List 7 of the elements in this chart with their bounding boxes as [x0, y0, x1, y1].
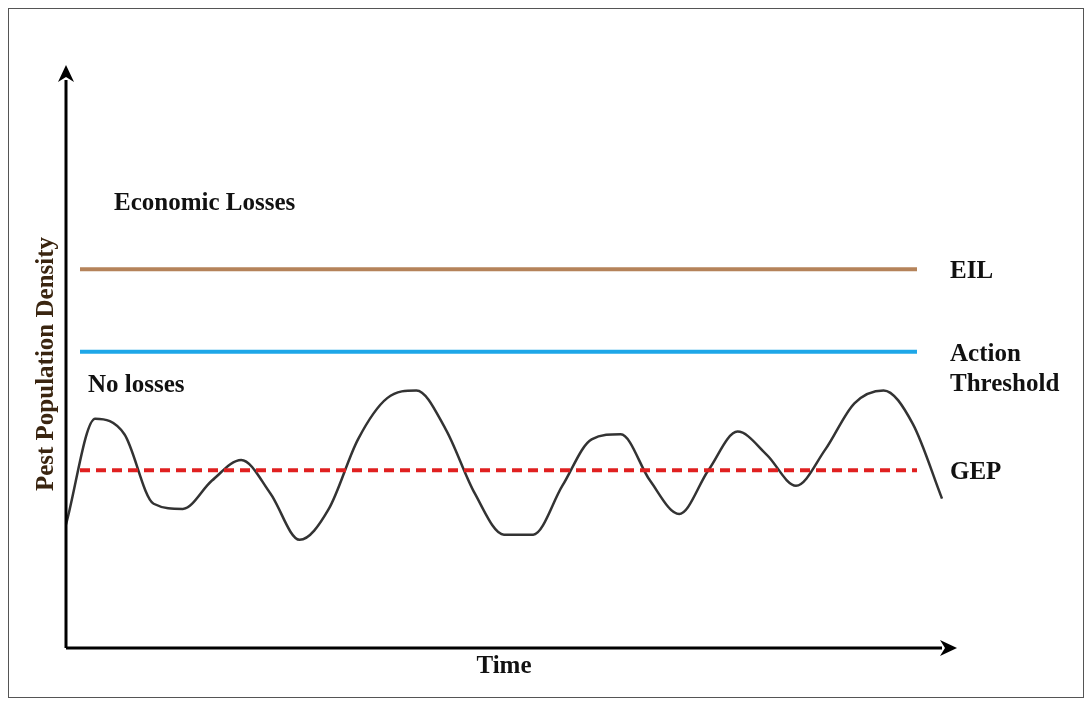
text: Economic Losses	[114, 187, 296, 215]
ref-line-label: Action Threshold	[950, 339, 1060, 397]
ref-line-label: GEP	[950, 456, 1002, 484]
ref-line-label: EIL	[950, 255, 994, 283]
y-axis-title: Pest Population Density	[31, 236, 59, 492]
x-axis-title: Time	[476, 651, 532, 679]
annotation: No losses	[88, 370, 185, 398]
